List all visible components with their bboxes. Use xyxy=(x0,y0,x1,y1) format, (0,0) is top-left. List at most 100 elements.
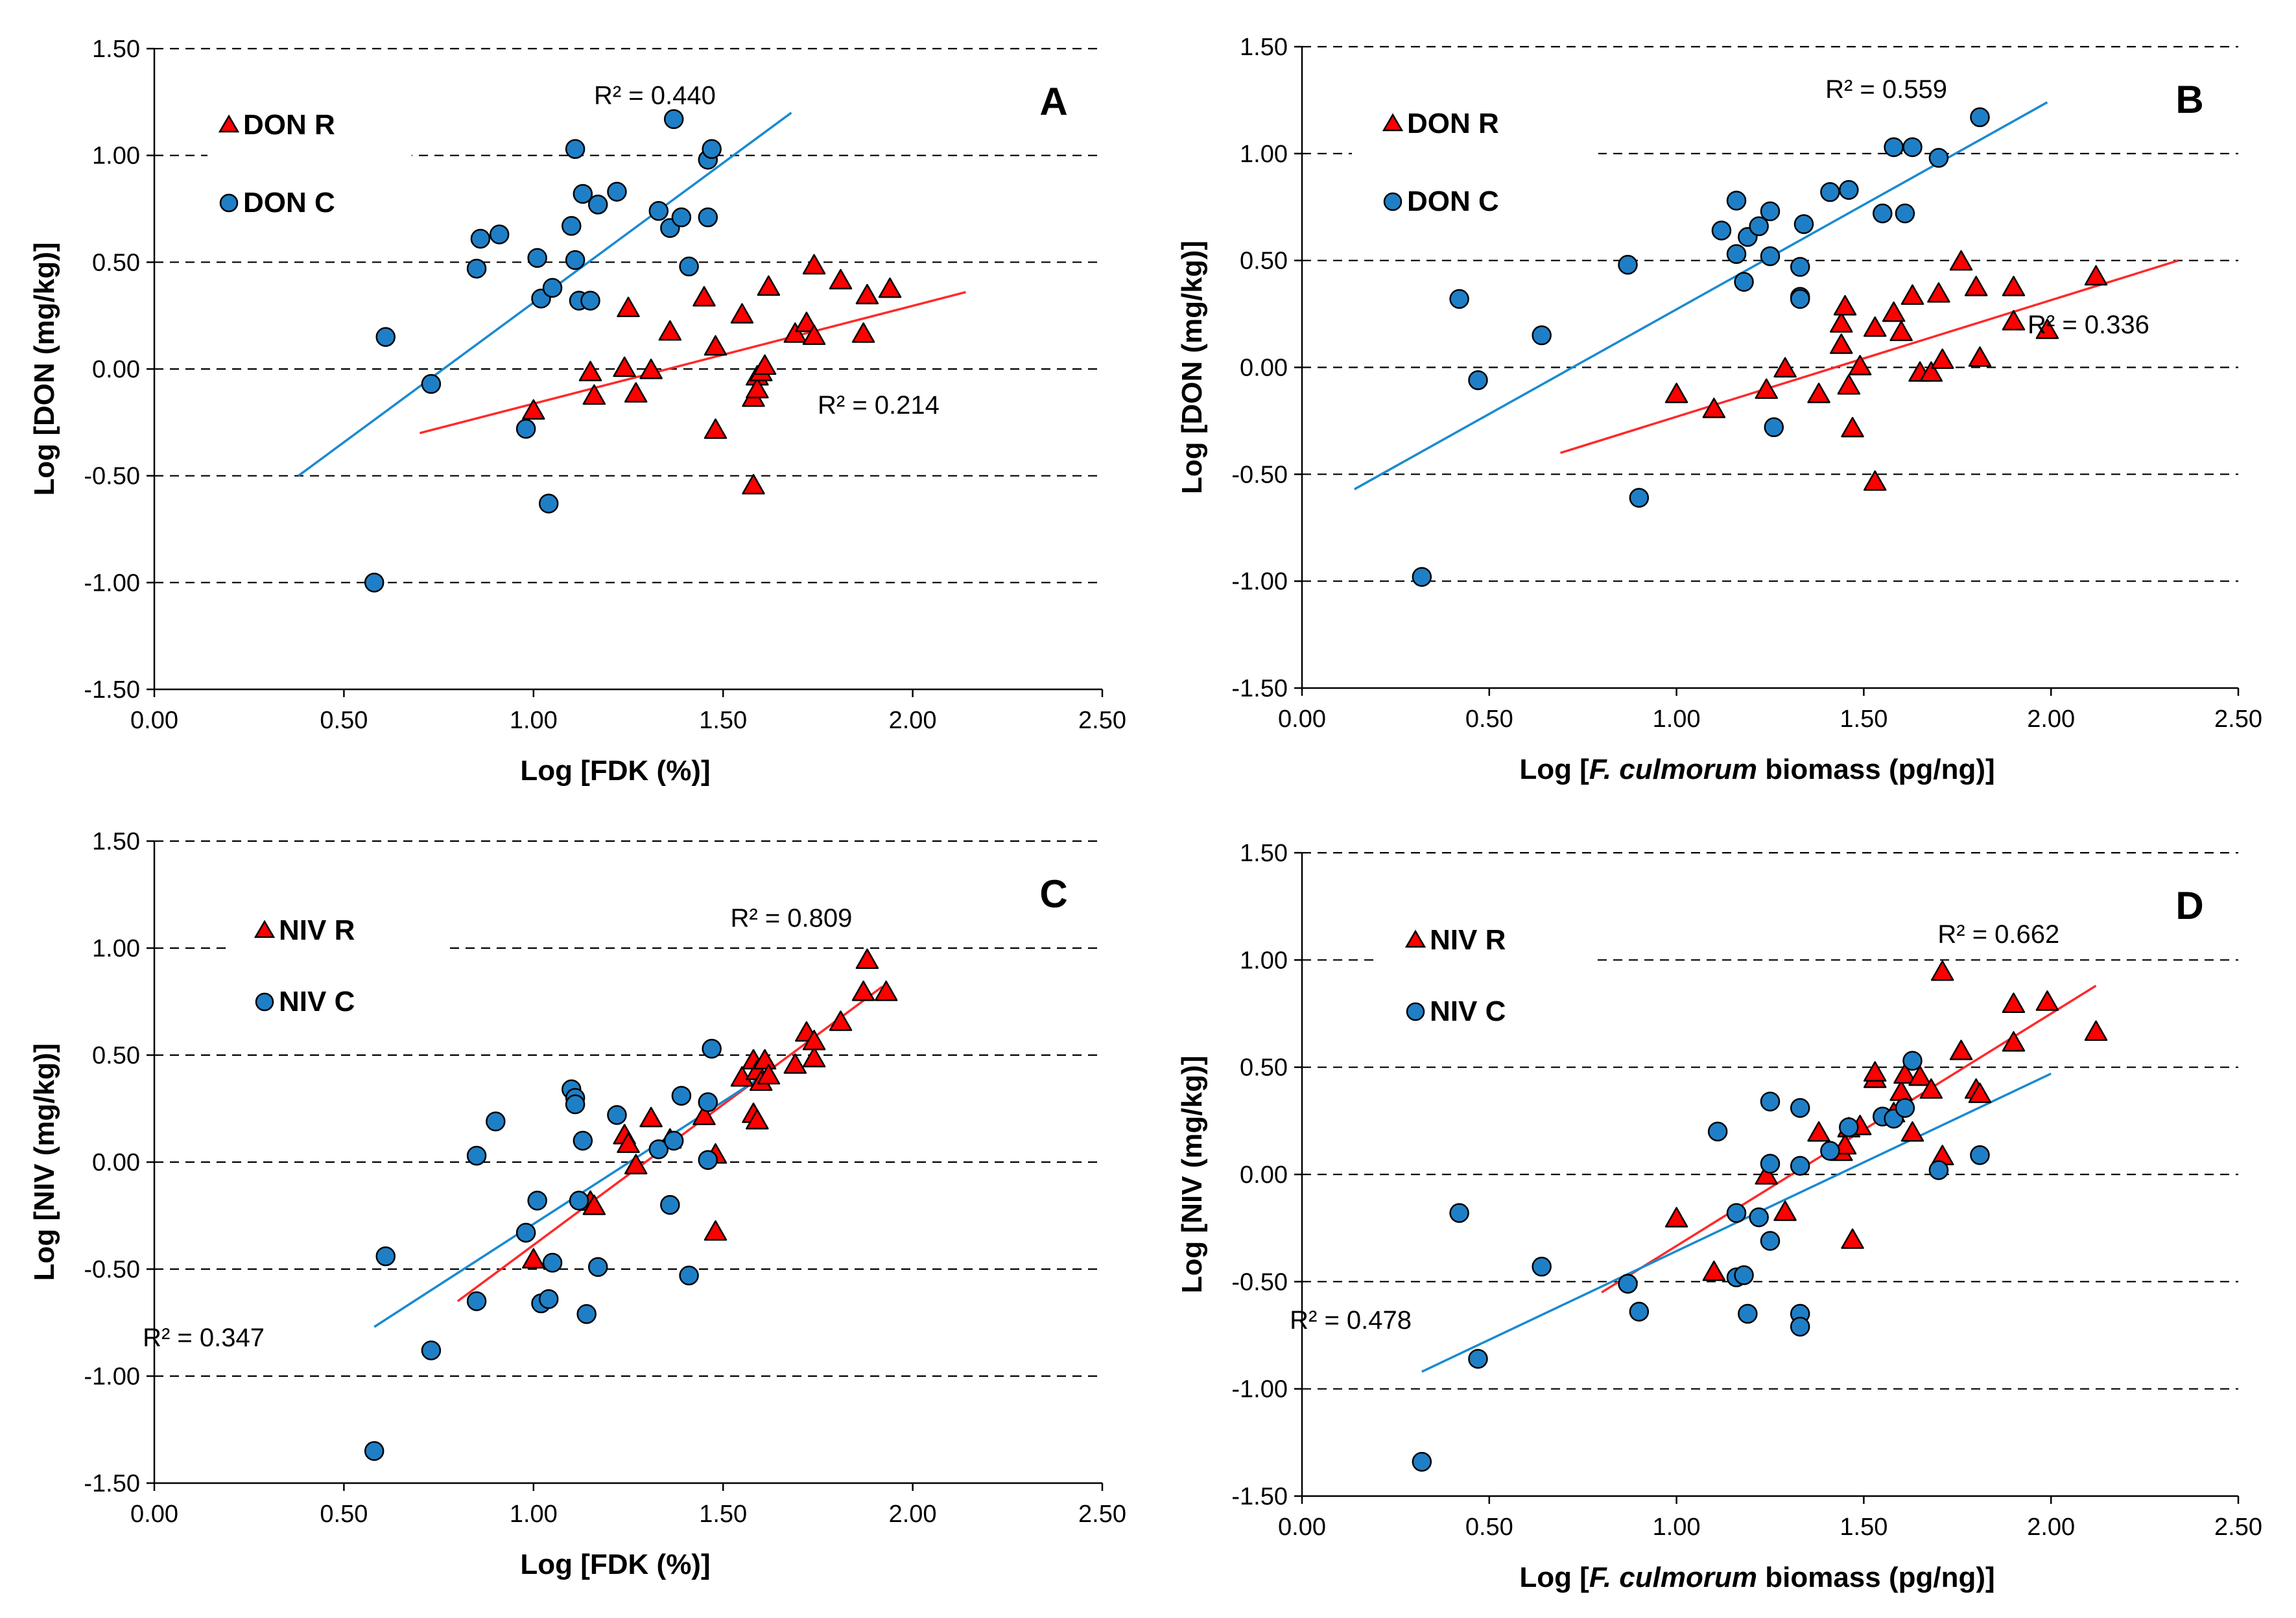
marker-circle xyxy=(663,1130,684,1151)
y-axis-title: Log [NIV (mg/kg)] xyxy=(29,1043,60,1281)
y-tick-label: -1.00 xyxy=(84,1363,140,1390)
y-axis-title: Log [DON (mg/kg)] xyxy=(1176,241,1208,494)
y-tick-label: -1.50 xyxy=(84,676,140,704)
marker-triangle xyxy=(2002,1031,2026,1052)
marker-circle xyxy=(1734,272,1754,292)
x-tick-label: 0.00 xyxy=(1278,1514,1326,1541)
marker-circle xyxy=(1970,1145,1990,1165)
marker-circle xyxy=(1726,191,1747,211)
marker-circle xyxy=(538,1289,559,1309)
marker-triangle xyxy=(1664,1207,1688,1228)
marker-circle xyxy=(1790,289,1810,309)
y-tick-label: -0.50 xyxy=(84,1256,140,1283)
x-axis-title: Log [F. culmorum biomass (pg/ng)] xyxy=(1519,1562,1994,1593)
marker-triangle xyxy=(746,377,769,399)
marker-triangle xyxy=(878,277,902,298)
r-squared-label: R² = 0.478 xyxy=(1290,1306,1412,1335)
marker-circle xyxy=(364,573,385,593)
panel-A: 1.50 1.00 0.50 0.00 -0.50 -1.00 -1.50 0.00 0.50 1… xyxy=(29,36,1126,787)
x-tick-label: 1.50 xyxy=(1840,706,1888,733)
marker-circle xyxy=(1895,203,1915,224)
marker-circle xyxy=(1820,182,1840,202)
x-tick-label: 2.00 xyxy=(889,707,937,734)
marker-circle xyxy=(1738,1303,1758,1324)
y-tick-label: 1.50 xyxy=(1240,34,1288,61)
marker-circle xyxy=(527,248,547,268)
marker-triangle xyxy=(802,1029,826,1051)
marker-circle xyxy=(1839,180,1859,200)
y-tick-label: -1.00 xyxy=(84,569,140,597)
y-tick-label: 1.00 xyxy=(92,935,140,962)
marker-triangle xyxy=(757,1064,781,1085)
marker-circle xyxy=(466,1291,487,1311)
marker-triangle xyxy=(1848,355,1872,375)
y-axis-title: Log [DON (mg/kg)] xyxy=(29,242,60,495)
marker-triangle xyxy=(2084,1020,2108,1041)
y-tick-label: -1.50 xyxy=(1231,1483,1288,1510)
trendline-c xyxy=(1354,101,2048,490)
marker-triangle xyxy=(1930,348,1954,369)
marker-triangle xyxy=(1702,398,1726,418)
x-tick-label: 2.50 xyxy=(1078,1501,1126,1528)
marker-triangle xyxy=(1664,383,1688,403)
marker-circle xyxy=(1711,220,1732,241)
marker-triangle xyxy=(1900,284,1924,305)
y-tick-label: 1.00 xyxy=(1240,947,1288,974)
marker-triangle xyxy=(802,324,826,345)
marker-triangle xyxy=(2035,990,2059,1011)
marker-circle xyxy=(1760,1091,1781,1112)
x-tick-label: 1.00 xyxy=(1653,706,1701,733)
y-tick-label: 1.50 xyxy=(92,36,140,63)
marker-circle xyxy=(421,1340,442,1361)
x-tick-label: 1.50 xyxy=(699,707,747,734)
marker-triangle xyxy=(522,1248,545,1269)
x-tick-label: 0.00 xyxy=(1278,706,1326,733)
marker-triangle xyxy=(692,286,716,307)
y-axis-title: Log [NIV (mg/kg)] xyxy=(1176,1056,1208,1294)
marker-circle xyxy=(542,278,563,298)
marker-triangle xyxy=(617,1132,640,1153)
marker-circle xyxy=(565,1094,586,1115)
x-tick-label: 1.00 xyxy=(510,1501,558,1528)
marker-circle xyxy=(1760,201,1781,222)
marker-triangle xyxy=(1889,320,1913,342)
marker-triangle xyxy=(692,1104,716,1125)
marker-triangle xyxy=(1919,361,1943,382)
marker-triangle xyxy=(1841,416,1864,438)
marker-circle xyxy=(648,1139,669,1160)
marker-triangle xyxy=(1773,1200,1797,1221)
marker-circle xyxy=(1449,1203,1469,1223)
legend-triangle-icon xyxy=(1404,929,1426,948)
marker-triangle xyxy=(757,275,781,296)
marker-triangle xyxy=(658,320,682,341)
marker-triangle xyxy=(2035,318,2059,339)
x-axis-title: Log [FDK (%)] xyxy=(520,755,710,787)
x-tick-label: 0.00 xyxy=(130,707,178,734)
marker-triangle xyxy=(855,948,879,970)
marker-triangle xyxy=(704,418,728,439)
marker-circle xyxy=(1449,289,1469,309)
legend-triangle-icon xyxy=(218,114,240,133)
marker-circle xyxy=(1412,567,1432,587)
y-tick-label: 0.50 xyxy=(1240,1054,1288,1082)
marker-triangle xyxy=(2002,276,2026,296)
y-tick-label: 1.00 xyxy=(92,143,140,170)
marker-circle xyxy=(1902,137,1923,158)
x-axis-title: Log [F. culmorum biomass (pg/ng)] xyxy=(1519,754,1994,785)
marker-triangle xyxy=(639,359,663,379)
marker-circle xyxy=(1928,148,1949,168)
marker-triangle xyxy=(1773,357,1797,378)
marker-triangle xyxy=(874,981,898,1001)
marker-circle xyxy=(527,1191,547,1211)
marker-circle xyxy=(1532,325,1552,346)
legend-mask xyxy=(1352,149,1598,158)
marker-circle xyxy=(1760,246,1781,267)
marker-circle xyxy=(1618,255,1638,275)
legend-entry: NIV C xyxy=(1430,995,1506,1027)
marker-triangle xyxy=(802,254,826,275)
y-tick-label: -0.50 xyxy=(84,463,140,490)
y-tick-label: 1.50 xyxy=(1240,840,1288,867)
marker-triangle xyxy=(1829,333,1853,354)
legend-entry: NIV R xyxy=(1430,924,1506,956)
